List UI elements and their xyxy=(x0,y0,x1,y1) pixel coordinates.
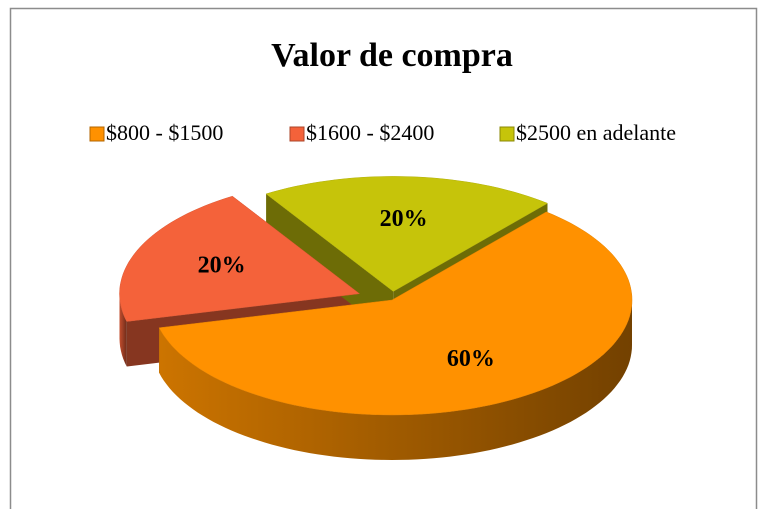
slice-side xyxy=(159,300,632,460)
legend-label: $1600 - $2400 xyxy=(306,120,434,145)
legend-label: $800 - $1500 xyxy=(106,120,223,145)
data-label: 60% xyxy=(447,346,495,372)
pie: 60% 20% 20% xyxy=(119,176,633,460)
slice xyxy=(119,195,361,322)
slice xyxy=(158,211,633,416)
legend-label: $2500 en adelante xyxy=(516,120,676,145)
data-label: 20% xyxy=(380,206,428,232)
legend-swatch xyxy=(289,126,305,142)
slice-side xyxy=(119,293,127,367)
legend-swatch xyxy=(499,126,515,142)
chart-title: Valor de compra xyxy=(271,37,513,74)
data-label: 20% xyxy=(198,253,246,279)
chart-border xyxy=(9,7,758,509)
legend: $800 - $1500 $1600 - $2400 $2500 en adelan… xyxy=(89,120,676,145)
slice xyxy=(265,176,549,292)
slice-wall xyxy=(266,193,394,337)
legend-swatch xyxy=(89,126,105,142)
